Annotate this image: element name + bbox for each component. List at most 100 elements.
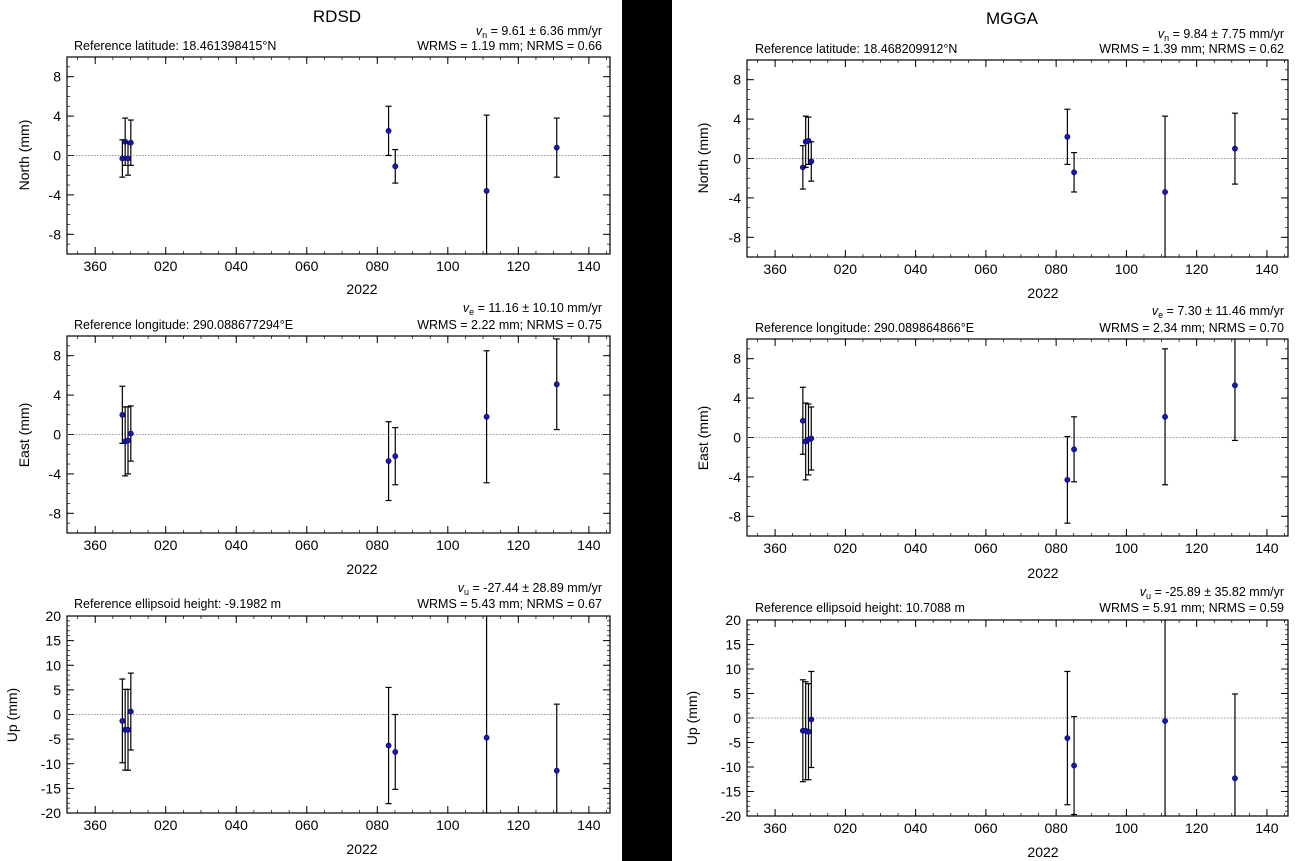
station-title-mgga: MGGA — [986, 9, 1039, 28]
x-axis-year-label: 2022 — [1027, 285, 1058, 301]
x-tick-label: 040 — [225, 537, 249, 553]
x-tick-label: 140 — [577, 537, 601, 553]
y-axis-label: Up (mm) — [4, 688, 20, 742]
y-tick-label: -5 — [49, 731, 62, 747]
data-point — [553, 381, 560, 388]
x-tick-label: 040 — [904, 820, 928, 836]
x-tick-label: 080 — [1044, 820, 1068, 836]
y-tick-label: -20 — [721, 808, 741, 824]
x-axis-year-label: 2022 — [346, 281, 377, 297]
data-point — [483, 413, 490, 420]
error-bar — [553, 703, 560, 813]
error-bar — [483, 114, 490, 254]
x-tick-label: 120 — [1185, 540, 1209, 556]
velocity-label: ve = 7.30 ± 11.46 mm/yr — [1152, 304, 1284, 320]
data-point — [1162, 413, 1168, 420]
y-tick-label: 8 — [733, 351, 741, 367]
y-tick-label: 10 — [725, 661, 741, 677]
y-axis-label: North (mm) — [695, 123, 711, 194]
x-tick-label: 020 — [154, 817, 178, 833]
data-point — [1232, 382, 1238, 389]
y-tick-label: -5 — [729, 735, 742, 751]
data-point — [1232, 775, 1238, 782]
x-tick-label: 060 — [295, 817, 319, 833]
data-point — [808, 158, 815, 165]
x-tick-label: 360 — [84, 817, 108, 833]
y-tick-label: 8 — [733, 72, 741, 88]
data-point — [127, 139, 134, 146]
x-tick-label: 020 — [154, 537, 178, 553]
x-tick-label: 120 — [507, 258, 531, 274]
data-point — [1071, 762, 1077, 769]
x-tick-label: 080 — [366, 537, 390, 553]
data-point — [119, 155, 126, 162]
panel-rdsd-east: ve = 11.16 ± 10.10 mm/yr Reference longi… — [16, 301, 611, 577]
y-tick-label: 8 — [53, 348, 61, 364]
data-point — [483, 188, 490, 194]
y-tick-label: -10 — [721, 759, 741, 775]
velocity-label: ve = 11.16 ± 10.10 mm/yr — [463, 301, 602, 317]
x-axis-year-label: 2022 — [346, 841, 377, 857]
reference-label: Reference longitude: 290.088677294°E — [74, 318, 293, 332]
data-point — [1071, 169, 1077, 176]
y-tick-label: 4 — [733, 390, 741, 406]
y-tick-label: 4 — [733, 111, 741, 127]
x-tick-label: 020 — [834, 261, 858, 277]
x-tick-label: 060 — [974, 261, 998, 277]
panel-rdsd-north: vn = 9.61 ± 6.36 mm/yr Reference latitud… — [16, 24, 611, 297]
x-tick-label: 140 — [1255, 540, 1279, 556]
x-tick-label: 140 — [1255, 820, 1279, 836]
x-tick-label: 140 — [577, 817, 601, 833]
data-point — [392, 749, 399, 755]
wrms-label: WRMS = 2.22 mm; NRMS = 0.75 — [417, 318, 602, 332]
x-tick-label: 360 — [84, 537, 108, 553]
error-bar — [1231, 693, 1238, 816]
station-title-rdsd: RDSD — [313, 7, 361, 26]
data-point — [805, 728, 812, 735]
data-point — [1162, 718, 1168, 724]
x-tick-label: 100 — [436, 817, 460, 833]
data-point — [125, 726, 131, 733]
y-tick-label: 0 — [53, 707, 61, 723]
y-tick-label: 0 — [733, 151, 741, 167]
x-tick-label: 020 — [834, 540, 858, 556]
panel-mgga-up: vu = -25.89 ± 35.82 mm/yr Reference elli… — [684, 585, 1289, 860]
y-tick-label: -15 — [41, 780, 61, 796]
data-point — [392, 163, 399, 170]
data-point — [125, 155, 131, 162]
x-tick-label: 040 — [904, 261, 928, 277]
velocity-label: vu = -25.89 ± 35.82 mm/yr — [1140, 585, 1284, 601]
y-tick-label: -4 — [49, 466, 62, 482]
reference-label: Reference ellipsoid height: -9.1982 m — [74, 597, 281, 611]
y-tick-label: -20 — [41, 805, 61, 821]
y-axis-label: Up (mm) — [684, 691, 700, 745]
x-tick-label: 140 — [577, 258, 601, 274]
y-tick-label: -4 — [49, 187, 62, 203]
data-point — [127, 708, 134, 715]
x-axis-year-label: 2022 — [1027, 844, 1058, 860]
x-tick-label: 120 — [1185, 261, 1209, 277]
y-tick-label: 20 — [45, 608, 61, 624]
wrms-label: WRMS = 2.34 mm; NRMS = 0.70 — [1099, 321, 1284, 335]
x-tick-label: 120 — [507, 817, 531, 833]
x-tick-label: 040 — [225, 817, 249, 833]
x-tick-label: 360 — [763, 820, 787, 836]
y-tick-label: -8 — [49, 505, 62, 521]
x-axis-year-label: 2022 — [346, 561, 377, 577]
wrms-label: WRMS = 5.43 mm; NRMS = 0.67 — [417, 597, 602, 611]
data-point — [553, 767, 560, 774]
x-tick-label: 060 — [295, 537, 319, 553]
y-tick-label: 0 — [53, 148, 61, 164]
data-point — [1064, 133, 1071, 140]
y-tick-label: -4 — [729, 469, 742, 485]
x-tick-label: 060 — [974, 820, 998, 836]
x-axis-year-label: 2022 — [1027, 565, 1058, 581]
x-tick-label: 020 — [834, 820, 858, 836]
panel-mgga-north: vn = 9.84 ± 7.75 mm/yr Reference latitud… — [695, 27, 1289, 301]
y-tick-label: 8 — [53, 69, 61, 85]
y-tick-label: 5 — [53, 682, 61, 698]
velocity-label: vu = -27.44 ± 28.89 mm/yr — [458, 581, 602, 597]
reference-label: Reference latitude: 18.468209912°N — [755, 42, 957, 56]
wrms-label: WRMS = 1.39 mm; NRMS = 0.62 — [1099, 42, 1284, 56]
